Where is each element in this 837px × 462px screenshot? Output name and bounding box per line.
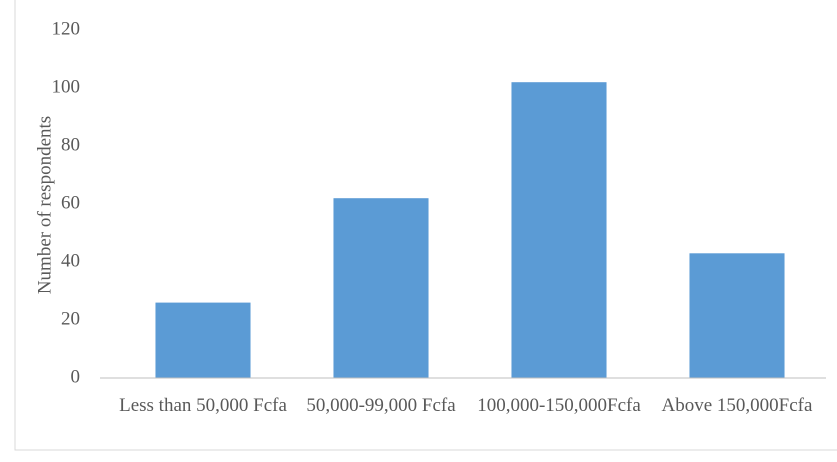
x-tick-label: 50,000-99,000 Fcfa <box>306 395 456 416</box>
y-tick-label: 60 <box>61 192 80 213</box>
bar <box>155 302 251 378</box>
y-tick-label: 0 <box>71 366 81 387</box>
x-tick-label: Above 150,000Fcfa <box>661 395 813 416</box>
y-tick-label: 80 <box>61 134 80 155</box>
y-tick-label: 120 <box>52 18 81 39</box>
x-tick-label: 100,000-150,000Fcfa <box>477 395 641 416</box>
x-tick-label: Less than 50,000 Fcfa <box>119 395 287 416</box>
bar <box>689 253 785 378</box>
bar <box>333 198 429 378</box>
bar <box>511 82 607 378</box>
y-tick-label: 40 <box>61 250 80 271</box>
chart-border <box>14 0 837 451</box>
y-axis-title: Number of respondents <box>34 116 55 294</box>
y-tick-label: 100 <box>52 76 81 97</box>
y-tick-label: 20 <box>61 308 80 329</box>
